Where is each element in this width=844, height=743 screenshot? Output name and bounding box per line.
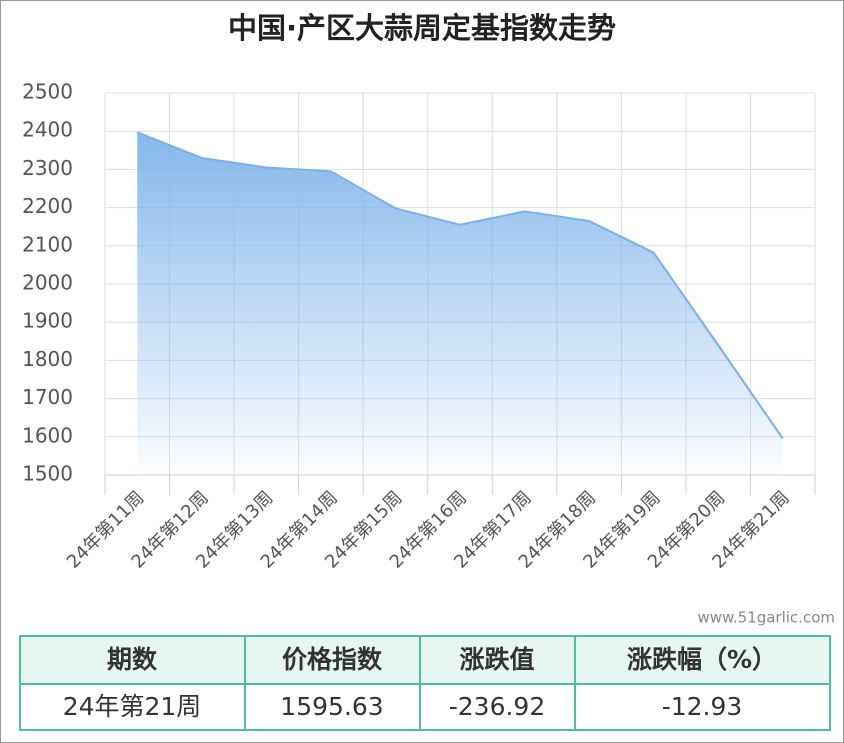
- y-tick-label: 1600: [22, 423, 73, 447]
- y-tick-label: 1900: [22, 309, 73, 333]
- y-tick-label: 2200: [22, 194, 73, 218]
- table-header-bg: [20, 636, 830, 684]
- y-tick-label: 1700: [22, 385, 73, 409]
- table-header: 期数: [107, 645, 158, 674]
- table-cell: -12.93: [662, 692, 743, 721]
- watermark: www.51garlic.com: [697, 609, 835, 627]
- area-fill: [137, 132, 783, 475]
- table-cell: 1595.63: [280, 692, 383, 721]
- table-cell: 24年第21周: [63, 692, 202, 721]
- table-header: 涨跌值: [459, 645, 534, 674]
- y-tick-label: 1800: [22, 347, 73, 371]
- table-header: 价格指数: [282, 645, 383, 674]
- table-cell: -236.92: [449, 692, 546, 721]
- y-tick-label: 2300: [22, 156, 73, 180]
- y-tick-label: 2000: [22, 271, 73, 295]
- y-tick-label: 1500: [22, 462, 73, 486]
- y-tick-label: 2100: [22, 232, 73, 256]
- y-tick-label: 2400: [22, 118, 73, 142]
- y-tick-label: 2500: [22, 80, 73, 104]
- table-header: 涨跌幅（%）: [627, 645, 777, 674]
- area-line: [136, 131, 784, 440]
- chart-title: 中国·产区大蒜周定基指数走势: [228, 11, 616, 45]
- table: 期数 价格指数 涨跌值 涨跌幅（%） 24年第21周 1595.63 -236.…: [19, 635, 831, 731]
